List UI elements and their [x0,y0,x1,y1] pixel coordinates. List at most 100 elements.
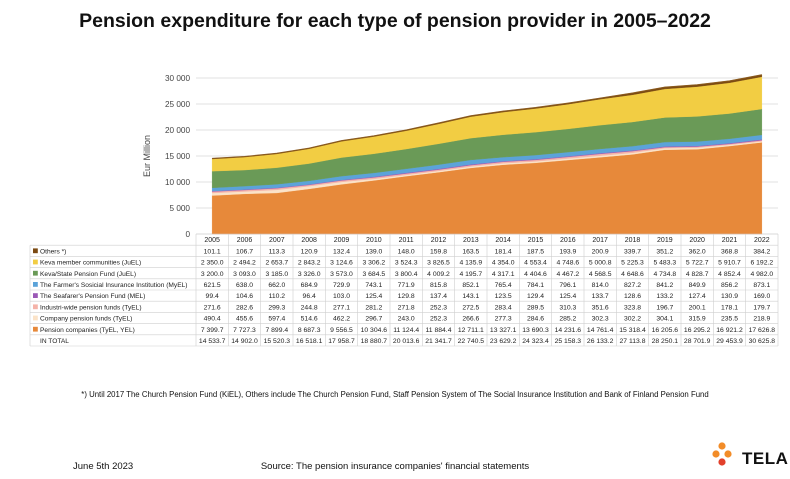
footnote: *) Until 2017 The Church Pension Fund (K… [81,390,709,399]
cell-value: 252.3 [430,304,447,311]
cell-value: 490.4 [204,316,221,323]
cell-value: 4 195.7 [459,271,482,278]
cell-value: 4 648.6 [621,271,644,278]
year-label: 2006 [237,237,253,244]
cell-value: 3 200.0 [201,271,224,278]
year-label: 2015 [528,237,544,244]
cell-value: 283.4 [495,304,512,311]
cell-value: 8 687.3 [298,327,321,334]
cell-value: 218.9 [753,316,770,323]
cell-value: 4 009.2 [427,271,450,278]
cell-value: 384.2 [753,248,770,255]
cell-value: 11 884.4 [426,327,452,334]
cell-value: 106.7 [236,248,253,255]
cell-value: 597.4 [268,316,285,323]
cell-value: 765.4 [495,282,512,289]
cell-value: 2 350.0 [201,260,224,267]
cell-value: 852.1 [462,282,479,289]
total-cell-value: 17 958.7 [328,338,355,345]
cell-value: 193.9 [559,248,576,255]
y-tick-label: 15 000 [165,152,190,161]
total-cell-value: 22 740.5 [458,338,485,345]
cell-value: 12 711.1 [458,327,484,334]
cell-value: 200.9 [592,248,609,255]
year-label: 2009 [334,237,350,244]
cell-value: 133.7 [592,293,609,300]
cell-value: 14 761.4 [587,327,614,334]
cell-value: 113.3 [269,248,286,255]
cell-value: 125.4 [559,293,576,300]
total-cell-value: 14 533.7 [199,338,226,345]
total-cell-value: 16 518.1 [296,338,323,345]
year-label: 2005 [204,237,220,244]
cell-value: 159.8 [430,248,447,255]
y-tick-label: 30 000 [165,74,190,83]
cell-value: 299.3 [268,304,285,311]
y-tick-label: 20 000 [165,126,190,135]
legend-swatch-keva_state [33,270,38,276]
cell-value: 281.2 [365,304,382,311]
cell-value: 13 690.3 [522,327,549,334]
cell-value: 729.9 [333,282,350,289]
stacked-areas [211,74,763,235]
legend-swatch-seafarers [33,293,38,298]
cell-value: 272.5 [462,304,479,311]
cell-value: 3 093.0 [233,271,256,278]
cell-value: 2 494.2 [233,260,256,267]
cell-value: 796.1 [559,282,576,289]
cell-value: 289.5 [527,304,544,311]
cell-value: 96.4 [303,293,316,300]
total-row-label: IN TOTAL [40,338,69,345]
cell-value: 4 852.4 [718,271,741,278]
total-cell-value: 29 453.9 [716,338,743,345]
total-cell-value: 21 341.7 [425,338,452,345]
cell-value: 235.5 [721,316,738,323]
cell-value: 873.1 [753,282,770,289]
cell-value: 3 124.6 [330,260,353,267]
cell-value: 120.9 [301,248,318,255]
cell-value: 3 826.5 [427,260,450,267]
legend-label-others: Others *) [40,248,66,255]
cell-value: 169.0 [753,293,770,300]
y-tick-label: 5 000 [170,204,191,213]
cell-value: 200.1 [689,304,706,311]
cell-value: 856.2 [721,282,738,289]
cell-value: 181.4 [495,248,512,255]
cell-value: 271.6 [204,304,221,311]
legend-label-company: Company pension funds (TyEL) [40,316,132,323]
cell-value: 3 306.2 [362,260,385,267]
cell-value: 133.2 [656,293,673,300]
cell-value: 99.4 [206,293,219,300]
cell-value: 5 483.3 [653,260,676,267]
legend-swatch-company [33,315,38,321]
cell-value: 849.9 [689,282,706,289]
total-cell-value: 25 158.3 [555,338,582,345]
legend-label-farmers: The Farmer's Sosicial Insurance Institut… [40,282,187,289]
cell-value: 5 722.7 [686,260,709,267]
cell-value: 16 205.6 [652,327,679,334]
year-label: 2010 [366,237,382,244]
data-table: 2005 2006 2007 2008 2009 2010 2011 2012 2013 2014… [29,233,779,347]
cell-value: 148.0 [398,248,415,255]
year-label: 2021 [722,237,738,244]
cell-value: 815.8 [430,282,447,289]
cell-value: 4 748.6 [556,260,579,267]
cell-value: 684.9 [301,282,318,289]
cell-value: 282.6 [236,304,253,311]
cell-value: 621.5 [204,282,221,289]
cell-value: 139.0 [365,248,382,255]
legend-label-keva_member: Keva member communities (JuEL) [40,260,141,267]
cell-value: 662.0 [268,282,285,289]
cell-value: 16 295.2 [684,327,711,334]
legend-label-pension_companies: Pension companies (TyEL, YEL) [40,327,135,334]
cell-value: 285.2 [559,316,576,323]
cell-value: 196.7 [656,304,673,311]
cell-value: 2 653.7 [265,260,288,267]
cell-value: 7 399.7 [201,327,224,334]
legend-swatch-keva_member [33,259,38,265]
year-label: 2014 [495,237,511,244]
year-label: 2008 [301,237,317,244]
cell-value: 2 843.2 [298,260,321,267]
publication-date: June 5th 2023 [73,461,134,472]
